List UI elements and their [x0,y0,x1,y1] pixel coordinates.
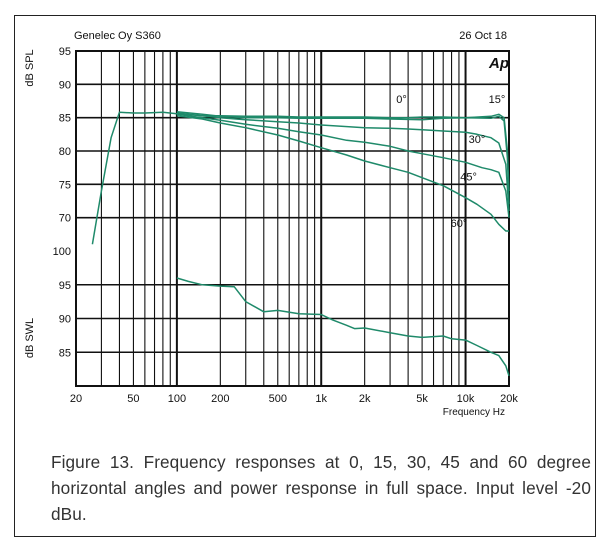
x-axis-label: Frequency Hz [443,407,505,418]
plot-border [75,50,510,387]
y-tick-label-swl: 90 [59,314,71,326]
angle-label: 45° [460,171,477,183]
curve-15deg [176,110,510,205]
y-axis-label-spl: dB SPL [24,49,36,86]
x-tick-label: 200 [211,393,229,405]
y-tick-label-spl: 70 [59,213,71,225]
grid-vertical-lines [100,51,467,386]
y-tick-label-swl: 100 [53,246,71,258]
x-tick-label: 20 [70,393,82,405]
header-date: 26 Oct 18 [459,30,507,42]
y-tick-labels: 70 75 80 85 90 95 85 90 95 100 [53,46,71,359]
angle-label: 60° [451,218,468,230]
frequency-response-chart: 70 75 80 85 90 95 85 90 95 100 20 50 100 200 500 1k 2k 5… [24,30,518,418]
x-tick-label: 100 [168,393,186,405]
x-tick-label: 10k [457,393,475,405]
y-tick-label-spl: 80 [59,146,71,158]
y-tick-label-spl: 95 [59,46,71,58]
angle-label: 15° [489,94,506,106]
figure-caption: Figure 13. Frequency responses at 0, 15,… [51,452,591,524]
curve-power-response [176,277,510,377]
curve-60deg [176,114,509,232]
x-tick-label: 2k [359,393,371,405]
y-tick-label-spl: 85 [59,113,71,125]
x-tick-label: 1k [315,393,327,405]
curves [91,110,510,377]
x-tick-label: 50 [127,393,139,405]
header-title: Genelec Oy S360 [74,30,161,42]
angle-label: 0° [396,94,407,106]
x-tick-label: 500 [269,393,287,405]
y-tick-label-spl: 90 [59,79,71,91]
ap-logo: Ap [488,55,509,72]
y-tick-label-swl: 85 [59,347,71,359]
angle-annotations: 0° 15° 30° 45° 60° [396,94,505,230]
x-tick-label: 5k [416,393,428,405]
curve-0deg [91,111,510,245]
curve-30deg [176,112,510,212]
y-tick-label-spl: 75 [59,179,71,191]
y-axis-label-swl: dB SWL [24,318,36,358]
figure-frame: 70 75 80 85 90 95 85 90 95 100 20 50 100 200 500 1k 2k 5… [14,15,596,537]
angle-label: 30° [469,134,486,146]
x-tick-labels: 20 50 100 200 500 1k 2k 5k 10k 20k [70,393,518,405]
y-tick-label-swl: 95 [59,280,71,292]
curve-45deg [176,113,510,218]
x-tick-label: 20k [500,393,518,405]
